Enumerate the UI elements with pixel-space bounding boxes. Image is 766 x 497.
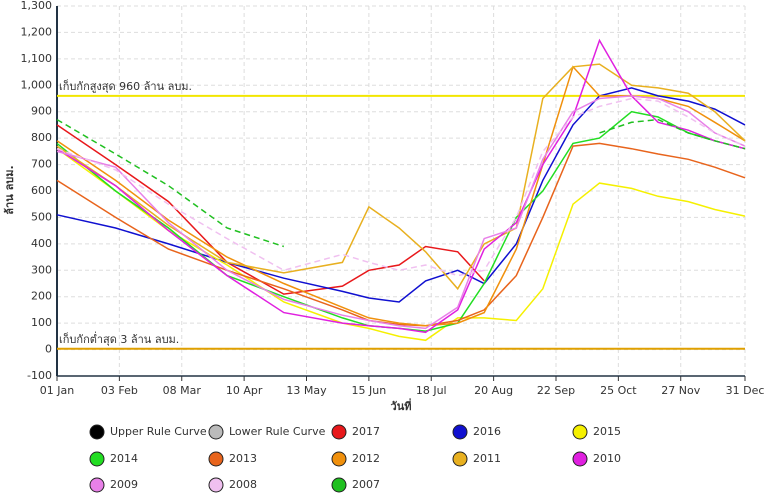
legend-marker [331, 424, 347, 440]
x-tick-label: 03 Feb [101, 384, 138, 397]
series-line [56, 142, 746, 327]
y-tick-label: -100 [27, 369, 52, 382]
legend-label: 2012 [352, 452, 380, 465]
x-tick-label: 31 Dec [726, 384, 765, 397]
legend-marker [331, 477, 347, 493]
legend-marker [572, 424, 588, 440]
legend-label: 2016 [473, 425, 501, 438]
x-tick-label: 22 Sep [537, 384, 575, 397]
x-tick-label: 27 Nov [661, 384, 700, 397]
legend-marker [208, 477, 224, 493]
reference-label: เก็บกักต่ำสุด 3 ล้าน ลบม. [59, 331, 179, 346]
y-tick-label: 400 [31, 237, 52, 250]
legend-label: 2017 [352, 425, 380, 438]
legend-marker [208, 451, 224, 467]
legend-label: Upper Rule Curve [110, 425, 207, 438]
y-tick-label: 700 [31, 158, 52, 171]
legend-label: 2013 [229, 452, 257, 465]
y-tick-label: 600 [31, 184, 52, 197]
legend-marker [208, 424, 224, 440]
legend-marker [331, 451, 347, 467]
legend-label: Lower Rule Curve [229, 425, 326, 438]
series-line [56, 124, 485, 295]
x-tick-label: 10 Apr [226, 384, 263, 397]
y-tick-label: 1,300 [21, 0, 53, 12]
x-tick-label: 20 Aug [474, 384, 513, 397]
y-tick-label: 100 [31, 316, 52, 329]
x-tick-label: 08 Mar [163, 384, 202, 397]
legend-marker [89, 451, 105, 467]
y-tick-label: 1,100 [21, 52, 53, 65]
y-axis-title: ล้าน ลบม. [3, 165, 16, 214]
series-line [56, 38, 746, 334]
y-tick-label: 300 [31, 263, 52, 276]
y-tick-label: 0 [45, 343, 52, 356]
legend-label: 2011 [473, 452, 501, 465]
x-axis-title: วันที่ [391, 398, 412, 413]
legend-marker [452, 424, 468, 440]
x-tick-label: 13 May [286, 384, 327, 397]
legend-marker [452, 451, 468, 467]
y-tick-label: 1,200 [21, 25, 53, 38]
legend-label: 2014 [110, 452, 138, 465]
x-tick-label: 01 Jan [40, 384, 74, 397]
x-tick-label: 25 Oct [600, 384, 637, 397]
x-tick-label: 15 Jun [352, 384, 387, 397]
legend-label: 2007 [352, 478, 380, 491]
y-tick-label: 500 [31, 210, 52, 223]
reference-label: เก็บกักสูงสุด 960 ล้าน ลบม. [59, 79, 192, 93]
y-tick-label: 800 [31, 131, 52, 144]
legend-label: 2010 [593, 452, 621, 465]
series-line [56, 87, 746, 303]
series-line [56, 95, 746, 330]
series-line [56, 63, 746, 291]
series-line [56, 118, 746, 248]
legend-label: 2009 [110, 478, 138, 491]
legend-marker [89, 424, 105, 440]
legend-marker [89, 477, 105, 493]
series-line [56, 110, 746, 332]
y-tick-label: 1,000 [21, 78, 53, 91]
x-tick-label: 18 Jul [416, 384, 447, 397]
legend-label: 2008 [229, 478, 257, 491]
y-tick-label: 900 [31, 105, 52, 118]
y-tick-label: 200 [31, 290, 52, 303]
legend-label: 2015 [593, 425, 621, 438]
legend-marker [572, 451, 588, 467]
series-line [56, 97, 746, 277]
